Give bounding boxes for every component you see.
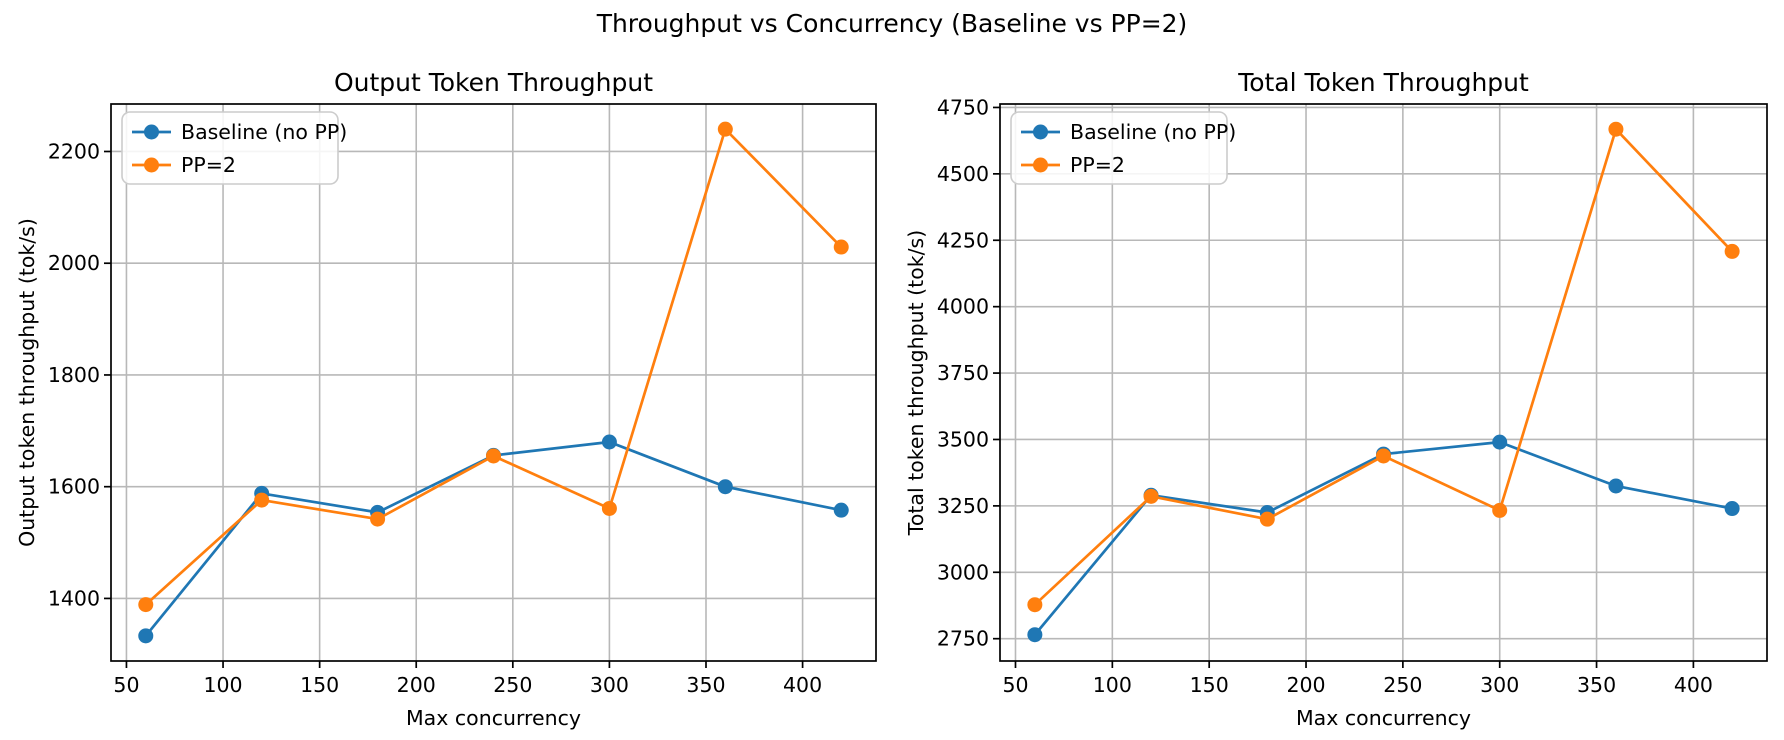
x-axis-label: Max concurrency bbox=[406, 706, 581, 730]
chart-total-token-throughput: 50 100 150 200 250 300 350 400 2750 3000 3250 3500 3… bbox=[904, 68, 1768, 730]
series-marker-pp2 bbox=[370, 511, 386, 527]
series-marker-pp2 bbox=[1724, 243, 1740, 259]
series-marker-pp2 bbox=[1376, 448, 1391, 464]
legend-box bbox=[1010, 111, 1228, 185]
series-marker-baseline bbox=[1027, 627, 1043, 643]
x-tick-label: 350 bbox=[1577, 673, 1616, 697]
y-axis-label: Output token throughput (tok/s) bbox=[15, 218, 39, 547]
y-tick-label: 3000 bbox=[937, 560, 989, 584]
series-marker-baseline bbox=[717, 479, 733, 495]
y-tick-label: 2750 bbox=[937, 627, 989, 651]
series-marker-pp2 bbox=[601, 500, 617, 516]
x-tick-label: 100 bbox=[203, 673, 242, 697]
x-tick-label: 150 bbox=[300, 673, 339, 697]
series-marker-baseline bbox=[1608, 478, 1624, 494]
series-marker-pp2 bbox=[138, 597, 154, 613]
x-tick-label: 100 bbox=[1093, 673, 1132, 697]
y-tick-label: 3500 bbox=[937, 427, 989, 451]
x-tick-label: 50 bbox=[113, 673, 139, 697]
legend-marker-sample bbox=[144, 124, 159, 140]
series-marker-pp2 bbox=[254, 492, 270, 508]
figure-suptitle: Throughput vs Concurrency (Baseline vs P… bbox=[596, 9, 1188, 38]
y-tick-label: 4000 bbox=[937, 295, 989, 319]
series-marker-pp2 bbox=[1492, 502, 1508, 518]
series-marker-pp2 bbox=[1143, 488, 1159, 504]
y-tick-label: 1600 bbox=[48, 475, 100, 499]
x-tick-label: 350 bbox=[686, 673, 725, 697]
series-marker-pp2 bbox=[486, 448, 501, 464]
y-tick-label: 4250 bbox=[937, 228, 989, 252]
series-marker-pp2 bbox=[717, 121, 733, 137]
x-tick-label: 300 bbox=[1480, 673, 1519, 697]
legend-marker-sample bbox=[1033, 124, 1048, 140]
x-tick-label: 200 bbox=[397, 673, 436, 697]
chart-output-token-throughput: 50 100 150 200 250 300 350 400 1400 1600 1800 2000 2… bbox=[15, 68, 877, 730]
x-tick-label: 250 bbox=[493, 673, 532, 697]
chart-title: Output Token Throughput bbox=[334, 68, 653, 97]
legend-label: Baseline (no PP) bbox=[181, 120, 347, 144]
legend: Baseline (no PP) PP=2 bbox=[1010, 111, 1236, 185]
x-tick-label: 150 bbox=[1190, 673, 1229, 697]
legend-label: PP=2 bbox=[1070, 153, 1125, 177]
x-axis-label: Max concurrency bbox=[1296, 706, 1471, 730]
series-marker-baseline bbox=[1724, 501, 1740, 517]
series-marker-pp2 bbox=[1027, 597, 1043, 613]
series-marker-pp2 bbox=[1608, 121, 1624, 137]
y-tick-label: 3750 bbox=[937, 361, 989, 385]
x-tick-label: 400 bbox=[783, 673, 822, 697]
series-line-pp2 bbox=[1033, 127, 1734, 606]
series-marker-baseline bbox=[138, 628, 154, 644]
series-line-baseline bbox=[144, 440, 842, 637]
series-marker-pp2 bbox=[1259, 511, 1275, 527]
chart-title: Total Token Throughput bbox=[1237, 68, 1529, 97]
y-tick-label: 4500 bbox=[937, 162, 989, 186]
series-marker-pp2 bbox=[833, 239, 849, 255]
legend: Baseline (no PP) PP=2 bbox=[121, 111, 347, 185]
x-tick-label: 400 bbox=[1674, 673, 1713, 697]
y-tick-label: 3250 bbox=[937, 494, 989, 518]
legend-box bbox=[121, 111, 339, 185]
y-tick-label: 1800 bbox=[48, 363, 100, 387]
axes-frame bbox=[110, 103, 877, 662]
axes-frame bbox=[999, 103, 1768, 662]
series-marker-baseline bbox=[833, 502, 849, 518]
y-tick-label: 2200 bbox=[48, 139, 100, 163]
x-tick-label: 200 bbox=[1286, 673, 1325, 697]
x-tick-label: 250 bbox=[1383, 673, 1422, 697]
series-line-pp2 bbox=[144, 127, 843, 606]
x-tick-label: 50 bbox=[1002, 673, 1028, 697]
series-marker-baseline bbox=[1492, 434, 1508, 450]
legend-label: Baseline (no PP) bbox=[1070, 120, 1236, 144]
y-tick-label: 2000 bbox=[48, 251, 100, 275]
x-tick-label: 300 bbox=[590, 673, 629, 697]
legend-marker-sample bbox=[1033, 157, 1048, 173]
y-tick-label: 4750 bbox=[937, 95, 989, 119]
legend-label: PP=2 bbox=[181, 153, 236, 177]
series-line-baseline bbox=[1033, 440, 1733, 636]
y-axis-label: Total token throughput (tok/s) bbox=[904, 230, 928, 536]
series-marker-baseline bbox=[601, 434, 617, 450]
y-tick-label: 1400 bbox=[48, 586, 100, 610]
legend-marker-sample bbox=[144, 157, 159, 173]
